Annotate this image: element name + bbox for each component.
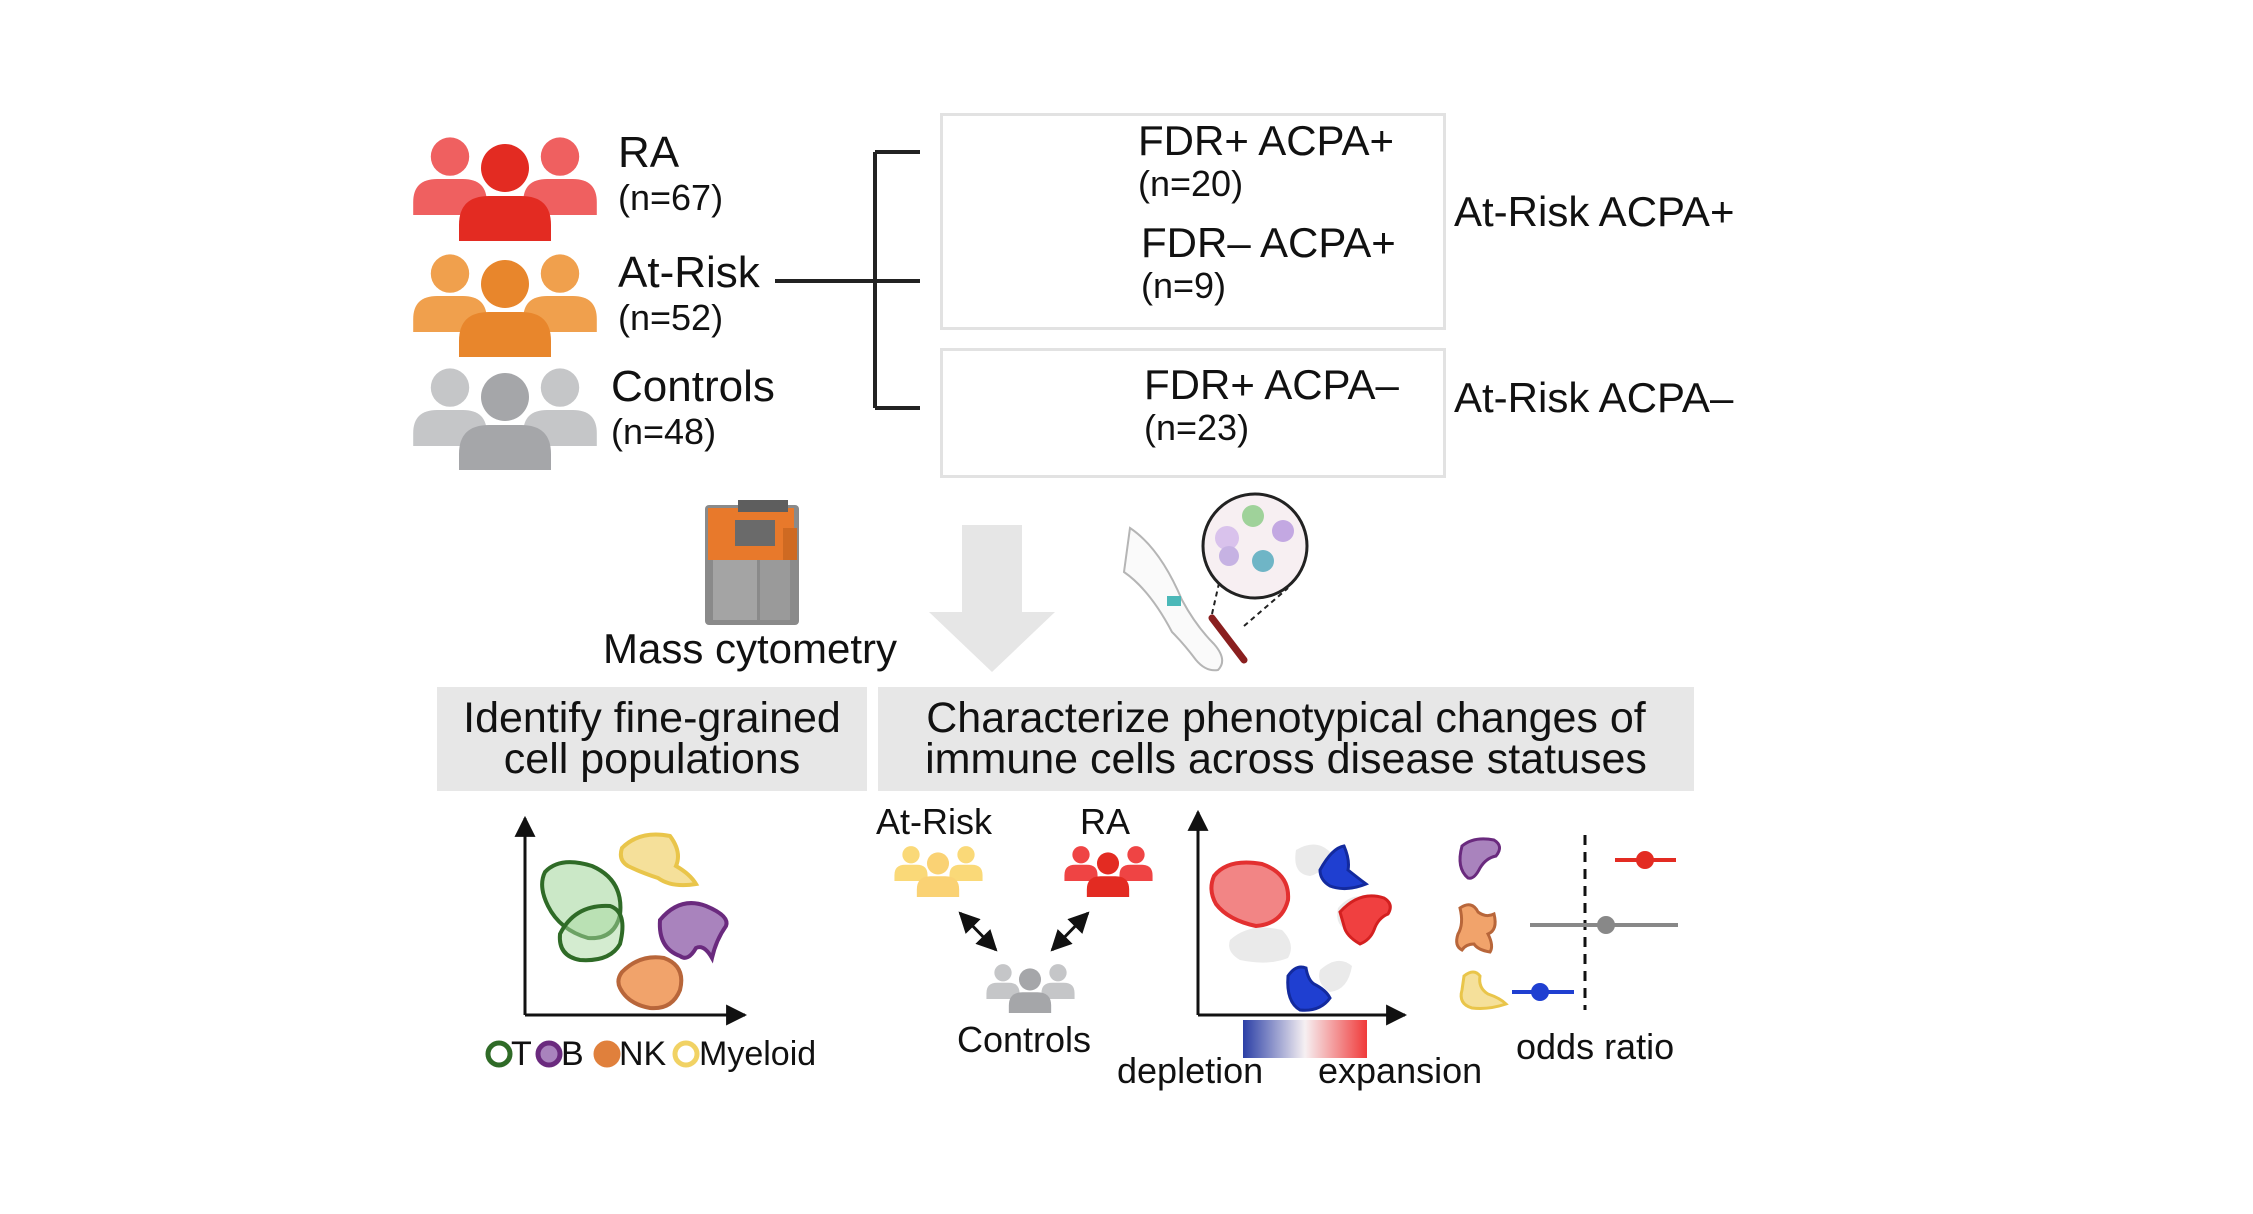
at-risk-acpa-neg-group-label: At-Risk ACPA–	[1454, 374, 1734, 421]
legend-myeloid-label: Myeloid	[699, 1035, 817, 1073]
depletion-label: depletion	[1117, 1050, 1264, 1091]
controls-cohort-label: Controls	[611, 362, 775, 411]
or-row-3-point	[1531, 983, 1549, 1001]
controls-people-icon	[413, 368, 597, 470]
expanded-cluster-right	[1338, 894, 1392, 946]
legend-t-swatch	[485, 1040, 513, 1068]
legend-b-swatch	[535, 1040, 563, 1068]
controls-small-people-icon	[986, 964, 1075, 1013]
fdr-neg-acpa-pos-label: FDR– ACPA+	[1141, 219, 1396, 266]
at-risk-small-people-icon	[894, 846, 983, 897]
at-risk-acpa-pos-group-label: At-Risk ACPA+	[1454, 188, 1735, 235]
bracket-connector	[775, 150, 920, 410]
at-risk-compare-label: At-Risk	[876, 801, 992, 842]
ra-cohort-label: RA	[618, 128, 680, 177]
ra-small-people-icon	[1064, 846, 1153, 897]
myeloid-cluster	[618, 832, 700, 888]
depleted-cluster-top	[1318, 844, 1370, 891]
or-row-1-point	[1636, 851, 1654, 869]
mass-cytometer-icon	[705, 500, 799, 625]
fdr-pos-acpa-pos-count: (n=20)	[1138, 163, 1244, 204]
legend-nk-swatch	[593, 1040, 621, 1068]
blood-draw-icon	[1122, 492, 1309, 672]
fdr-neg-acpa-pos-count: (n=9)	[1141, 265, 1227, 306]
right-panel-title-line2: immune cells across disease statuses	[925, 735, 1647, 783]
legend-nk-label: NK	[619, 1035, 667, 1073]
compare-arrow-ra	[1050, 911, 1090, 952]
at-risk-people-icon	[413, 254, 597, 357]
ra-cohort-count: (n=67)	[618, 177, 724, 218]
at-risk-cohort-label: At-Risk	[618, 248, 760, 297]
fdr-pos-acpa-neg-count: (n=23)	[1144, 407, 1250, 448]
mass-cytometry-label: Mass cytometry	[603, 625, 898, 672]
left-panel-title-box: Identify fine-grained cell populations	[437, 687, 867, 791]
at-risk-cohort-count: (n=52)	[618, 297, 724, 338]
left-panel-title-line2: cell populations	[503, 735, 801, 783]
population-scatter-plot	[514, 815, 748, 1026]
compare-arrow-at-risk	[958, 911, 998, 952]
expansion-label: expansion	[1318, 1050, 1483, 1091]
or-cluster-icon-myeloid	[1459, 970, 1509, 1010]
ra-people-icon	[413, 137, 597, 241]
color-scale-bar	[1243, 1020, 1367, 1058]
or-cluster-icon-nk	[1455, 903, 1497, 954]
ra-compare-label: RA	[1080, 801, 1131, 842]
left-panel-title-line1: Identify fine-grained	[463, 694, 841, 742]
controls-compare-label: Controls	[957, 1019, 1092, 1060]
acpa-positive-box	[940, 113, 1446, 330]
cell-type-legend	[485, 1040, 700, 1068]
phenotype-change-plot	[1187, 809, 1408, 1058]
right-panel-title-line1: Characterize phenotypical changes of	[926, 694, 1646, 742]
down-arrow-icon	[929, 525, 1055, 672]
legend-b-label: B	[561, 1035, 584, 1073]
odds-ratio-plot	[1455, 835, 1678, 1010]
or-cluster-icon-b	[1458, 837, 1501, 880]
fdr-pos-acpa-neg-label: FDR+ ACPA–	[1144, 361, 1399, 408]
acpa-negative-box	[940, 348, 1446, 478]
right-panel-title-box: Characterize phenotypical changes of imm…	[878, 687, 1694, 791]
t-cell-cluster-b	[557, 903, 625, 963]
controls-cohort-count: (n=48)	[611, 411, 717, 452]
b-cell-cluster	[657, 901, 729, 964]
fdr-pos-acpa-pos-label: FDR+ ACPA+	[1138, 117, 1394, 164]
depleted-cluster-bottom	[1286, 965, 1332, 1012]
legend-myeloid-swatch	[672, 1040, 700, 1068]
nk-cell-cluster	[616, 955, 684, 1011]
or-row-2-point	[1597, 916, 1615, 934]
expanded-cluster	[1209, 860, 1291, 929]
odds-ratio-label: odds ratio	[1516, 1026, 1675, 1067]
legend-t-label: T	[511, 1035, 532, 1073]
